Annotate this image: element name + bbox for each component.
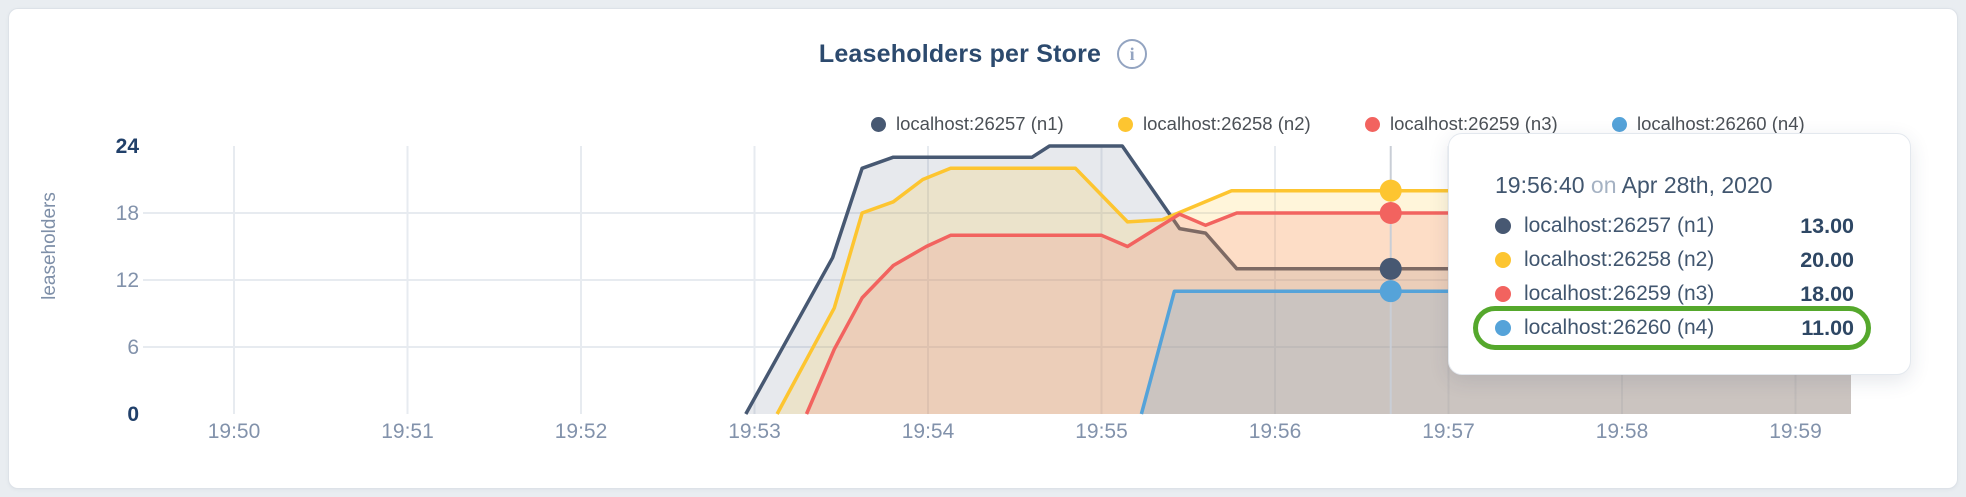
legend-item-2[interactable]: localhost:26258 (n2) — [1118, 112, 1311, 136]
x-tick-label: 19:57 — [1422, 420, 1475, 443]
x-tick-label: 19:51 — [381, 420, 434, 443]
x-tick-label: 19:50 — [208, 420, 261, 443]
x-tick-label: 19:52 — [555, 420, 608, 443]
tooltip-series-value: 13.00 — [1800, 213, 1854, 238]
tooltip-series-label: localhost:26258 (n2) — [1524, 248, 1715, 271]
chart-header: Leaseholders per Store i — [9, 36, 1957, 72]
legend-item-label: localhost:26258 (n2) — [1143, 113, 1311, 134]
info-icon[interactable]: i — [1117, 39, 1148, 69]
tooltip-row-4: localhost:26260 (n4) 11.00 — [1495, 311, 1854, 345]
legend-item-label: localhost:26259 (n3) — [1390, 113, 1558, 134]
tooltip-row-3: localhost:26259 (n3) 18.00 — [1495, 277, 1854, 311]
x-tick-label: 19:58 — [1596, 420, 1649, 443]
tooltip-color-dot — [1495, 252, 1511, 268]
legend-item-4[interactable]: localhost:26260 (n4) — [1612, 112, 1805, 136]
tooltip-color-dot — [1495, 286, 1511, 302]
legend-item-label: localhost:26257 (n1) — [896, 113, 1064, 134]
tooltip-row-2: localhost:26258 (n2) 20.00 — [1495, 243, 1854, 277]
legend-item-label: localhost:26260 (n4) — [1637, 113, 1805, 134]
legend-item-3[interactable]: localhost:26259 (n3) — [1365, 112, 1558, 136]
tooltip-date: Apr 28th, 2020 — [1621, 172, 1773, 198]
y-tick-label: 6 — [127, 336, 139, 359]
hover-dot-1 — [1379, 257, 1402, 280]
y-tick-label: 18 — [116, 202, 139, 225]
tooltip-connector: on — [1590, 172, 1617, 198]
tooltip-series-value: 18.00 — [1800, 281, 1854, 306]
x-tick-label: 19:55 — [1075, 420, 1128, 443]
tooltip-series-label: localhost:26257 (n1) — [1524, 214, 1715, 237]
tooltip-series-value: 20.00 — [1800, 247, 1854, 272]
tooltip-color-dot — [1495, 320, 1511, 336]
chart-tooltip: 19:56:40 on Apr 28th, 2020 localhost:262… — [1448, 133, 1911, 375]
x-tick-label: 19:54 — [902, 420, 955, 443]
y-tick-label: 24 — [116, 135, 140, 158]
tooltip-time: 19:56:40 — [1495, 172, 1585, 198]
chart-title: Leaseholders per Store — [818, 39, 1102, 68]
tooltip-series-value: 11.00 — [1801, 315, 1854, 340]
hover-dot-3 — [1379, 202, 1402, 224]
legend-color-dot — [1365, 116, 1380, 132]
metric-card: Leaseholders per Store i leaseholders 19… — [8, 8, 1958, 489]
hover-dot-4 — [1379, 280, 1402, 303]
x-tick-label: 19:59 — [1769, 420, 1822, 443]
series-line-1 — [744, 144, 1851, 415]
x-tick-label: 19:56 — [1249, 420, 1302, 443]
x-tick-label: 19:53 — [728, 420, 781, 443]
tooltip-row-1: localhost:26257 (n1) 13.00 — [1495, 209, 1854, 243]
y-tick-label: 0 — [127, 403, 139, 426]
y-tick-label: 12 — [116, 269, 139, 292]
tooltip-rows: localhost:26257 (n1) 13.00 localhost:26258… — [1495, 209, 1854, 345]
legend-color-dot — [1612, 116, 1627, 132]
legend-color-dot — [871, 116, 886, 132]
tooltip-series-label: localhost:26260 (n4) — [1524, 316, 1715, 339]
series-line-2 — [775, 166, 1851, 415]
tooltip-timestamp: 19:56:40 on Apr 28th, 2020 — [1495, 172, 1773, 199]
series-line-3 — [804, 211, 1851, 415]
tooltip-series-label: localhost:26259 (n3) — [1524, 282, 1715, 305]
legend-item-1[interactable]: localhost:26257 (n1) — [871, 112, 1064, 136]
legend-color-dot — [1118, 116, 1133, 132]
hover-dot-2 — [1379, 179, 1402, 202]
tooltip-color-dot — [1495, 218, 1511, 234]
